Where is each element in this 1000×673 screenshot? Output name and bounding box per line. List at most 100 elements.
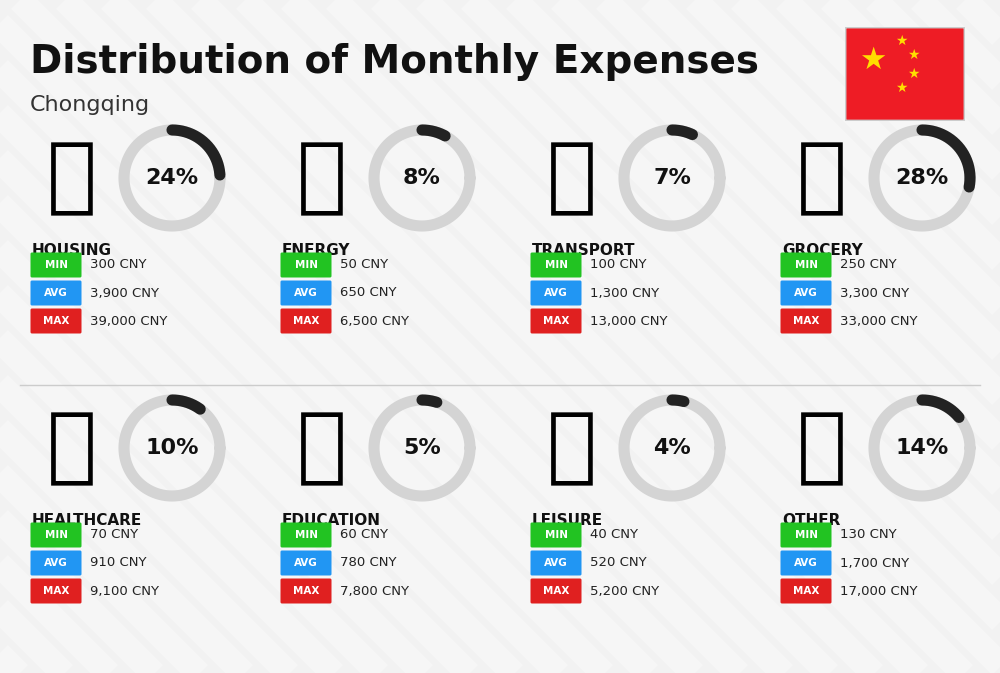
FancyBboxPatch shape: [280, 308, 332, 334]
Text: MIN: MIN: [44, 260, 68, 270]
Text: 7,800 CNY: 7,800 CNY: [340, 584, 409, 598]
FancyBboxPatch shape: [30, 252, 82, 277]
Text: AVG: AVG: [294, 558, 318, 568]
Text: 1,700 CNY: 1,700 CNY: [840, 557, 909, 569]
Text: LEISURE: LEISURE: [532, 513, 603, 528]
FancyBboxPatch shape: [530, 281, 582, 306]
FancyBboxPatch shape: [280, 579, 332, 604]
Text: 40 CNY: 40 CNY: [590, 528, 638, 542]
Text: 5%: 5%: [403, 438, 441, 458]
FancyBboxPatch shape: [780, 281, 832, 306]
Text: 3,900 CNY: 3,900 CNY: [90, 287, 159, 299]
Text: 🚌: 🚌: [547, 137, 597, 219]
Text: 520 CNY: 520 CNY: [590, 557, 647, 569]
Text: OTHER: OTHER: [782, 513, 840, 528]
FancyBboxPatch shape: [280, 281, 332, 306]
Text: 17,000 CNY: 17,000 CNY: [840, 584, 918, 598]
Text: MIN: MIN: [44, 530, 68, 540]
Text: MAX: MAX: [43, 586, 69, 596]
FancyBboxPatch shape: [780, 579, 832, 604]
Text: AVG: AVG: [544, 558, 568, 568]
Text: MIN: MIN: [544, 530, 568, 540]
Text: 24%: 24%: [145, 168, 199, 188]
Text: 100 CNY: 100 CNY: [590, 258, 646, 271]
Text: ENERGY: ENERGY: [282, 243, 351, 258]
Text: 300 CNY: 300 CNY: [90, 258, 146, 271]
Text: MIN: MIN: [544, 260, 568, 270]
Text: TRANSPORT: TRANSPORT: [532, 243, 636, 258]
Text: MAX: MAX: [543, 316, 569, 326]
Text: 60 CNY: 60 CNY: [340, 528, 388, 542]
Text: 5,200 CNY: 5,200 CNY: [590, 584, 659, 598]
Text: AVG: AVG: [294, 288, 318, 298]
Text: AVG: AVG: [44, 558, 68, 568]
Text: 70 CNY: 70 CNY: [90, 528, 138, 542]
FancyBboxPatch shape: [530, 308, 582, 334]
Text: MAX: MAX: [293, 586, 319, 596]
FancyBboxPatch shape: [530, 579, 582, 604]
Text: Chongqing: Chongqing: [30, 95, 150, 115]
FancyBboxPatch shape: [530, 522, 582, 548]
Text: ★: ★: [907, 67, 919, 81]
Text: MAX: MAX: [793, 586, 819, 596]
Text: 7%: 7%: [653, 168, 691, 188]
Text: HOUSING: HOUSING: [32, 243, 112, 258]
Text: 50 CNY: 50 CNY: [340, 258, 388, 271]
Text: 33,000 CNY: 33,000 CNY: [840, 314, 918, 328]
Text: MAX: MAX: [793, 316, 819, 326]
Text: ★: ★: [907, 48, 919, 62]
FancyBboxPatch shape: [280, 522, 332, 548]
Text: 9,100 CNY: 9,100 CNY: [90, 584, 159, 598]
Text: AVG: AVG: [794, 288, 818, 298]
Text: 130 CNY: 130 CNY: [840, 528, 897, 542]
Text: 13,000 CNY: 13,000 CNY: [590, 314, 668, 328]
FancyBboxPatch shape: [280, 551, 332, 575]
Text: 🫀: 🫀: [47, 407, 97, 489]
Text: MAX: MAX: [293, 316, 319, 326]
Text: MIN: MIN: [794, 530, 818, 540]
Text: MIN: MIN: [794, 260, 818, 270]
FancyBboxPatch shape: [30, 281, 82, 306]
Text: 💰: 💰: [797, 407, 847, 489]
FancyBboxPatch shape: [30, 522, 82, 548]
Text: 250 CNY: 250 CNY: [840, 258, 897, 271]
FancyBboxPatch shape: [780, 522, 832, 548]
FancyBboxPatch shape: [845, 28, 965, 120]
FancyBboxPatch shape: [280, 252, 332, 277]
Text: 650 CNY: 650 CNY: [340, 287, 396, 299]
Text: 🏗️: 🏗️: [47, 137, 97, 219]
Text: 🎓: 🎓: [297, 407, 347, 489]
Text: 28%: 28%: [895, 168, 949, 188]
Text: ★: ★: [895, 81, 907, 95]
Text: 910 CNY: 910 CNY: [90, 557, 146, 569]
Text: MAX: MAX: [543, 586, 569, 596]
Text: 3,300 CNY: 3,300 CNY: [840, 287, 909, 299]
Text: 14%: 14%: [895, 438, 949, 458]
Text: AVG: AVG: [794, 558, 818, 568]
Text: AVG: AVG: [544, 288, 568, 298]
Text: GROCERY: GROCERY: [782, 243, 863, 258]
FancyBboxPatch shape: [780, 308, 832, 334]
FancyBboxPatch shape: [530, 252, 582, 277]
Text: 6,500 CNY: 6,500 CNY: [340, 314, 409, 328]
Text: 10%: 10%: [145, 438, 199, 458]
Text: 🛒: 🛒: [797, 137, 847, 219]
FancyBboxPatch shape: [780, 551, 832, 575]
FancyBboxPatch shape: [30, 579, 82, 604]
Text: AVG: AVG: [44, 288, 68, 298]
Text: HEALTHCARE: HEALTHCARE: [32, 513, 142, 528]
Text: 1,300 CNY: 1,300 CNY: [590, 287, 659, 299]
Text: EDUCATION: EDUCATION: [282, 513, 381, 528]
Text: 8%: 8%: [403, 168, 441, 188]
Text: MIN: MIN: [294, 260, 318, 270]
Text: ★: ★: [895, 34, 907, 48]
FancyBboxPatch shape: [30, 308, 82, 334]
FancyBboxPatch shape: [780, 252, 832, 277]
Text: MIN: MIN: [294, 530, 318, 540]
Text: 39,000 CNY: 39,000 CNY: [90, 314, 167, 328]
Text: 🛍️: 🛍️: [547, 407, 597, 489]
Text: 4%: 4%: [653, 438, 691, 458]
FancyBboxPatch shape: [530, 551, 582, 575]
Text: MAX: MAX: [43, 316, 69, 326]
FancyBboxPatch shape: [30, 551, 82, 575]
